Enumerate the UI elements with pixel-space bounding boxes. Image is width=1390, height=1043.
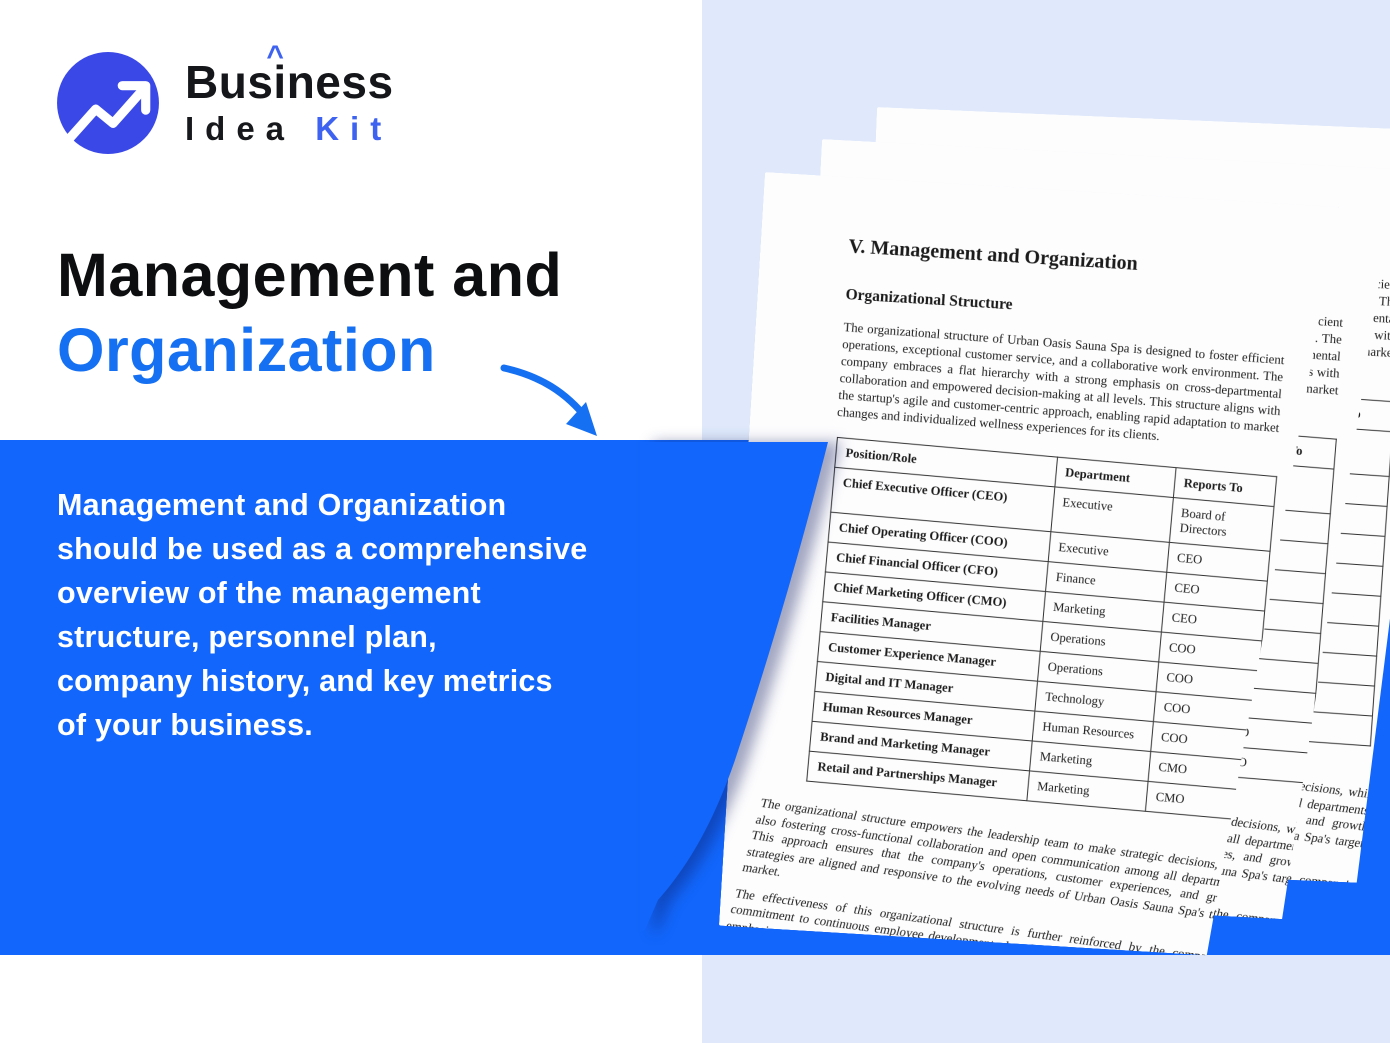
- brand-subname: Idea Kit: [185, 110, 393, 148]
- document-intro-paragraph: The organizational structure of Urban Oa…: [836, 320, 1285, 444]
- brand-wordmark: Busi ^ ness Idea Kit: [185, 39, 394, 148]
- brand-logo: Busi ^ ness Idea Kit: [55, 39, 394, 156]
- brand-name: Busi ^ ness: [185, 39, 394, 108]
- curved-arrow-icon: [500, 364, 597, 436]
- info-box-text: Management and Organization should be us…: [57, 488, 588, 742]
- trend-up-arrow-icon: [56, 52, 159, 154]
- page-title-line1: Management and: [57, 241, 563, 309]
- document-title: V. Management and Organization: [847, 235, 1139, 275]
- page-title-line2: Organization: [57, 316, 436, 384]
- page-title: Management and Organization: [57, 238, 562, 388]
- page-curl-shape: [640, 442, 841, 934]
- accent-caret: ^: [266, 39, 285, 73]
